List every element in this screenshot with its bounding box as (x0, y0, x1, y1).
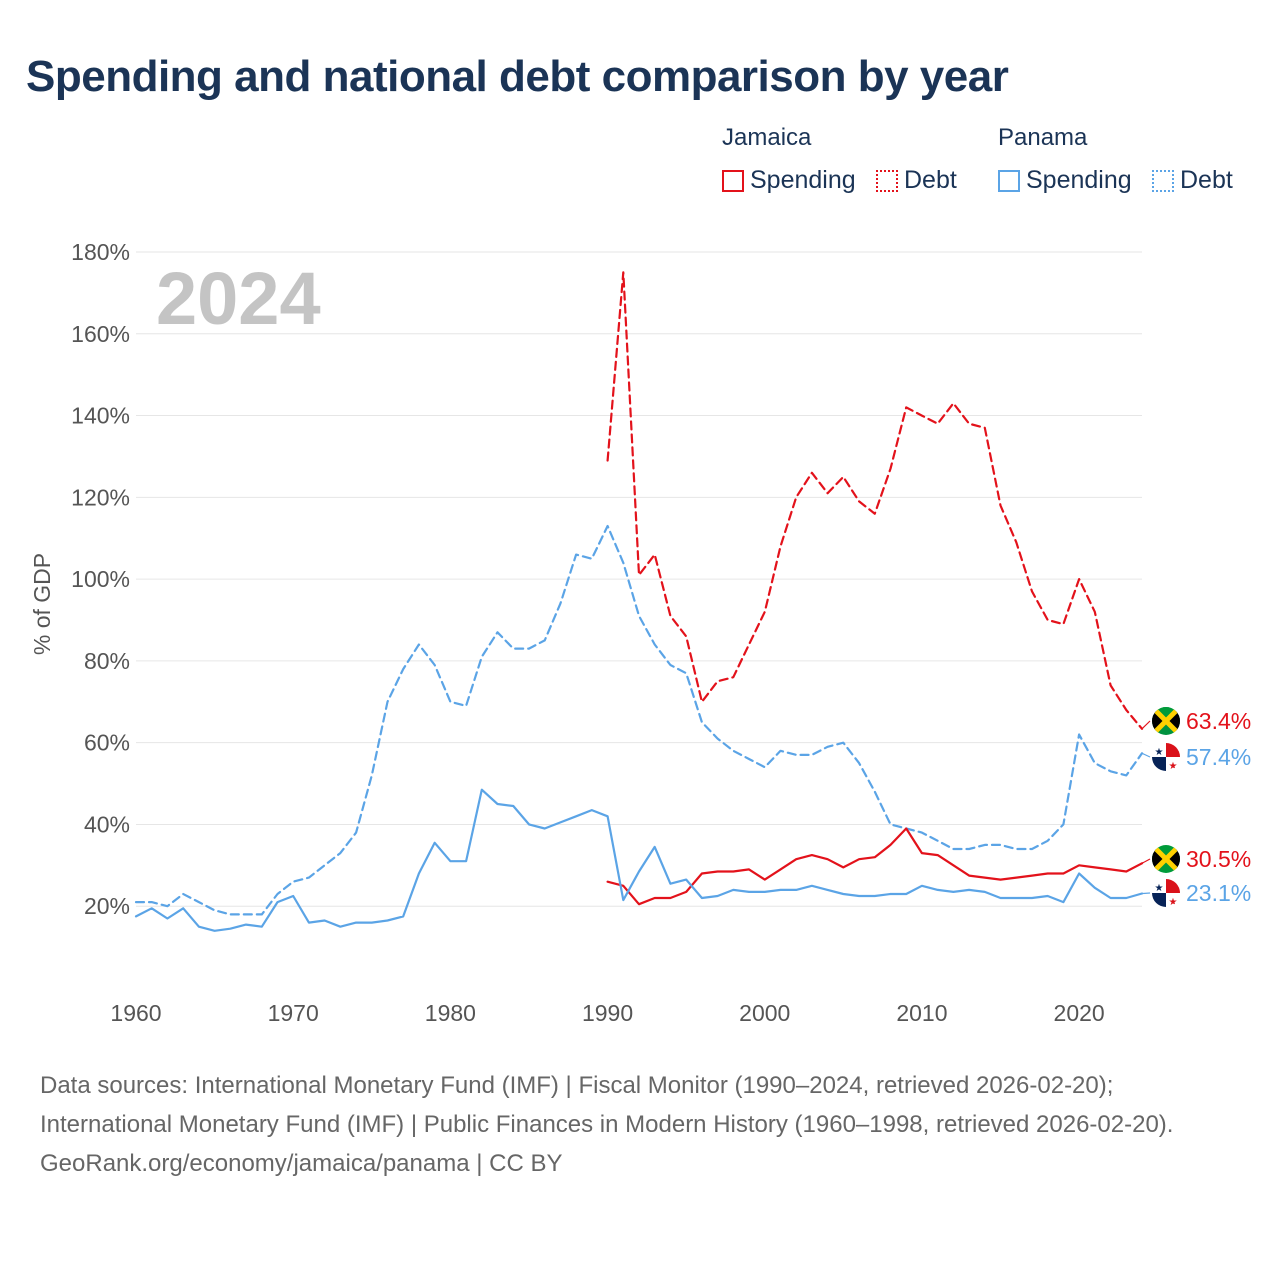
end-value-label: 63.4% (1186, 708, 1251, 734)
flag-jamaica-icon (1152, 845, 1180, 873)
chart-area: 20% 40% 60% 80% 100% 120% 140% 160% 180% 1960 1970… (29, 239, 1251, 1026)
svg-text:★: ★ (1169, 897, 1178, 908)
x-tick-label: 2020 (1054, 1000, 1105, 1026)
svg-text:★: ★ (1155, 747, 1164, 758)
legend-panama-spending[interactable]: Spending (998, 166, 1132, 195)
flag-panama-icon: ★ ★ (1152, 879, 1180, 908)
y-tick-label: 160% (71, 321, 130, 347)
x-tick-label: 1970 (268, 1000, 319, 1026)
end-value-label: 57.4% (1186, 744, 1251, 770)
y-tick-label: 60% (84, 730, 130, 756)
legend-label: Debt (904, 166, 957, 194)
y-tick-label: 140% (71, 403, 130, 429)
legend-group-panama: Panama (998, 124, 1088, 151)
series-line-jamaica-debt[interactable] (606, 271, 1144, 730)
end-label-connector (1141, 720, 1151, 730)
flag-jamaica-icon (1152, 707, 1180, 735)
y-tick-label: 120% (71, 484, 130, 510)
legend-label: Spending (750, 166, 856, 194)
legend-group-jamaica: Jamaica (722, 124, 812, 151)
chart-title: Spending and national debt comparison by… (26, 52, 1009, 101)
x-tick-label: 2010 (896, 1000, 947, 1026)
legend-jamaica-spending[interactable]: Spending (722, 166, 856, 195)
flag-panama-icon: ★ ★ (1152, 743, 1180, 772)
end-value-label: 30.5% (1186, 846, 1251, 872)
y-axis-label: % of GDP (29, 553, 55, 655)
legend-label: Debt (1180, 166, 1233, 194)
legend-jamaica-debt[interactable]: Debt (876, 166, 957, 195)
y-tick-label: 80% (84, 648, 130, 674)
x-tick-label: 1980 (425, 1000, 476, 1026)
svg-text:★: ★ (1155, 883, 1164, 894)
legend-swatch-dotted-blue (1152, 169, 1174, 192)
legend-label: Spending (1026, 166, 1132, 194)
end-label-connector (1141, 752, 1151, 758)
y-tick-label: 20% (84, 893, 130, 919)
end-label-connector (1141, 858, 1151, 864)
series-line-panama-spending[interactable] (134, 788, 1144, 932)
year-watermark: 2024 (156, 257, 321, 340)
x-tick-label: 1960 (110, 1000, 161, 1026)
credit-link[interactable]: GeoRank.org/economy/jamaica/panama | CC … (40, 1150, 563, 1177)
y-tick-label: 100% (71, 566, 130, 592)
end-value-label: 23.1% (1186, 880, 1251, 906)
svg-text:★: ★ (1169, 761, 1178, 772)
legend-swatch-solid-blue (998, 169, 1020, 192)
legend-swatch-solid-red (722, 169, 744, 192)
legend-panama-debt[interactable]: Debt (1152, 166, 1233, 195)
legend-swatch-dotted-red (876, 169, 898, 192)
footer: Data sources: International Monetary Fun… (40, 1066, 1240, 1183)
end-label-connector (1141, 892, 1151, 895)
series-line-panama-debt[interactable] (134, 524, 1144, 916)
y-tick-label: 180% (71, 239, 130, 265)
data-sources: Data sources: International Monetary Fun… (40, 1072, 1174, 1138)
x-tick-label: 1990 (582, 1000, 633, 1026)
x-tick-label: 2000 (739, 1000, 790, 1026)
y-tick-label: 40% (84, 811, 130, 837)
series-line-jamaica-spending[interactable] (606, 827, 1144, 906)
